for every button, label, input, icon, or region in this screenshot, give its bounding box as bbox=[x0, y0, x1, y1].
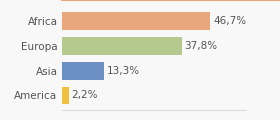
Bar bbox=[62, 37, 182, 55]
Text: 13,3%: 13,3% bbox=[106, 66, 140, 76]
Text: 2,2%: 2,2% bbox=[71, 90, 98, 100]
Text: 46,7%: 46,7% bbox=[213, 16, 246, 26]
Bar bbox=[62, 12, 210, 30]
Bar bbox=[62, 62, 104, 80]
Text: 37,8%: 37,8% bbox=[185, 41, 218, 51]
Bar bbox=[62, 87, 69, 104]
